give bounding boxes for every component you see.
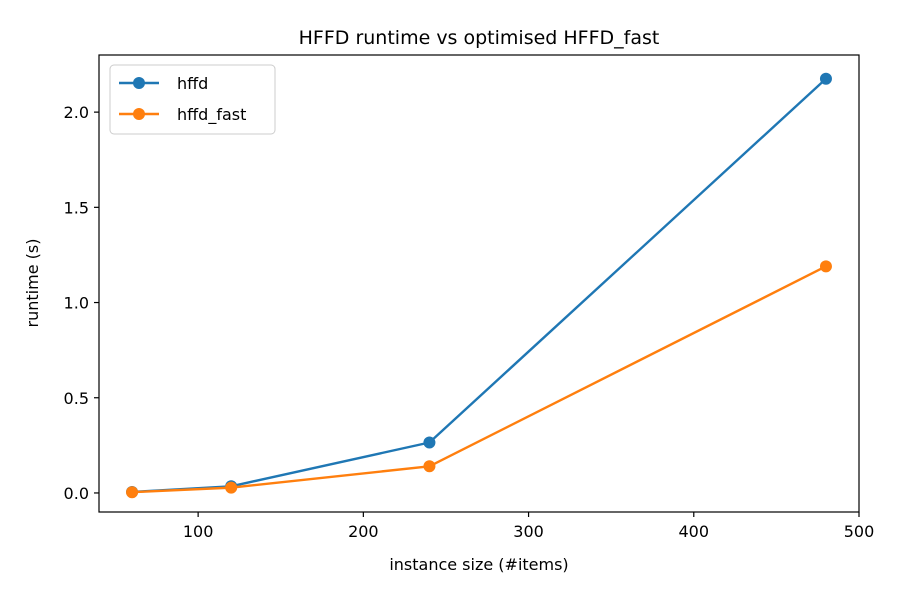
- y-tick-label: 2.0: [64, 103, 89, 122]
- legend-marker-hffd_fast: [133, 108, 145, 120]
- data-point-hffd_fast-1: [225, 481, 238, 494]
- legend-label-hffd: hffd: [177, 74, 208, 93]
- series-line-hffd_fast: [131, 265, 827, 494]
- data-point-hffd_fast-0: [126, 486, 139, 499]
- x-tick-label: 200: [348, 522, 379, 541]
- y-axis-label: runtime (s): [23, 239, 42, 328]
- x-axis-label: instance size (#items): [389, 555, 568, 574]
- legend-label-hffd_fast: hffd_fast: [177, 105, 246, 125]
- y-tick-label: 1.5: [64, 198, 89, 217]
- axes-frame: [98, 54, 860, 513]
- data-point-hffd_fast-3: [819, 260, 832, 273]
- chart-title: HFFD runtime vs optimised HFFD_fast: [299, 27, 660, 49]
- data-point-hffd-3: [819, 72, 832, 85]
- legend: hffd hffd_fast: [109, 64, 276, 135]
- legend-marker-hffd: [133, 77, 145, 89]
- data-point-hffd-2: [423, 436, 436, 449]
- x-tick-label: 100: [183, 522, 214, 541]
- y-tick-label: 0.5: [64, 389, 89, 408]
- plot-area: 100 200 300 400 500 0.0 0.5 1.0 1.5 2.0: [64, 54, 875, 541]
- x-tick-label: 400: [679, 522, 710, 541]
- x-tick-label: 300: [513, 522, 544, 541]
- y-tick-label: 1.0: [64, 294, 89, 313]
- y-tick-label: 0.0: [64, 484, 89, 503]
- x-tick-label: 500: [844, 522, 875, 541]
- data-point-hffd_fast-2: [423, 460, 436, 473]
